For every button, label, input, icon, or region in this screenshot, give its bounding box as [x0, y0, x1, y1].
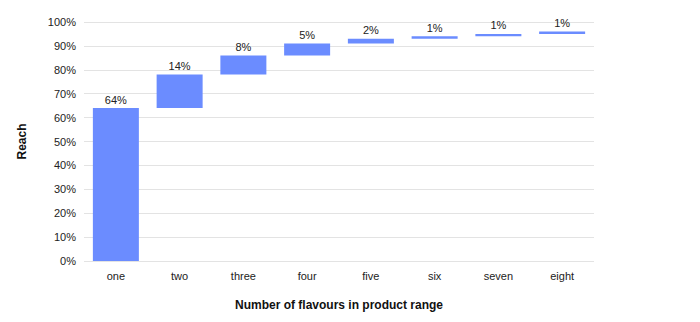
svg-text:60%: 60% [54, 112, 76, 124]
svg-text:10%: 10% [54, 231, 76, 243]
svg-text:1%: 1% [490, 19, 506, 31]
svg-text:three: three [231, 270, 256, 282]
svg-text:Reach: Reach [15, 123, 29, 159]
svg-text:five: five [362, 270, 379, 282]
svg-text:two: two [171, 270, 188, 282]
svg-text:20%: 20% [54, 207, 76, 219]
svg-text:64%: 64% [105, 94, 127, 106]
svg-text:100%: 100% [48, 16, 76, 28]
svg-text:Number of flavours in product: Number of flavours in product range [235, 298, 443, 312]
svg-text:1%: 1% [427, 22, 443, 34]
svg-text:80%: 80% [54, 64, 76, 76]
svg-text:1%: 1% [554, 17, 570, 29]
svg-text:six: six [428, 270, 442, 282]
svg-text:one: one [107, 270, 125, 282]
svg-text:14%: 14% [169, 60, 191, 72]
svg-text:0%: 0% [60, 255, 76, 267]
svg-text:70%: 70% [54, 88, 76, 100]
svg-text:90%: 90% [54, 40, 76, 52]
svg-text:seven: seven [484, 270, 513, 282]
svg-text:8%: 8% [235, 41, 251, 53]
svg-text:40%: 40% [54, 159, 76, 171]
svg-text:30%: 30% [54, 183, 76, 195]
svg-text:eight: eight [550, 270, 574, 282]
svg-text:50%: 50% [54, 136, 76, 148]
svg-text:four: four [298, 270, 317, 282]
svg-text:5%: 5% [299, 29, 315, 41]
svg-text:2%: 2% [363, 24, 379, 36]
